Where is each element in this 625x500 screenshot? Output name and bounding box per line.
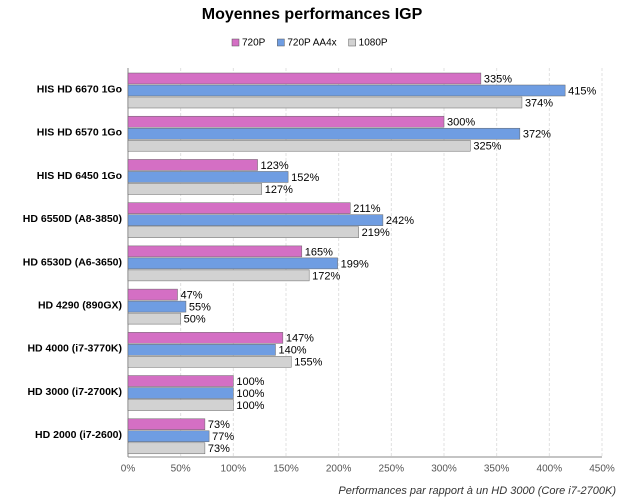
bar bbox=[127, 312, 181, 325]
value-label: 77% bbox=[212, 431, 234, 443]
x-tick-label: 400% bbox=[537, 464, 563, 475]
bar bbox=[127, 387, 234, 399]
chart-title: Moyennes performances IGP bbox=[202, 6, 423, 23]
value-label: 415% bbox=[568, 85, 596, 97]
bar bbox=[127, 332, 284, 344]
y-tick-label: HIS HD 6670 1Go bbox=[37, 83, 122, 95]
x-tick-label: 200% bbox=[326, 464, 352, 475]
bar bbox=[127, 226, 359, 238]
value-label: 374% bbox=[525, 97, 553, 109]
legend-swatch bbox=[348, 38, 356, 47]
value-label: 127% bbox=[265, 184, 293, 196]
value-label: 199% bbox=[341, 258, 369, 270]
bar bbox=[127, 418, 206, 431]
bar bbox=[127, 214, 384, 226]
value-label: 100% bbox=[236, 388, 264, 400]
y-tick-label: HD 6550D (A8-3850) bbox=[23, 213, 122, 225]
value-label: 73% bbox=[208, 443, 230, 455]
x-tick-label: 100% bbox=[221, 464, 247, 475]
legend-label: 720P bbox=[242, 38, 266, 49]
bar bbox=[127, 139, 471, 152]
bar bbox=[127, 300, 187, 313]
value-label: 211% bbox=[353, 203, 381, 215]
x-tick-label: 300% bbox=[431, 464, 457, 475]
bar bbox=[127, 127, 521, 140]
x-tick-label: 50% bbox=[171, 464, 191, 475]
bar bbox=[127, 399, 234, 411]
value-label: 219% bbox=[362, 227, 390, 239]
value-label: 100% bbox=[236, 400, 264, 412]
value-label: 47% bbox=[181, 290, 203, 302]
value-label: 100% bbox=[236, 376, 264, 388]
bar bbox=[127, 288, 178, 301]
x-tick-label: 250% bbox=[379, 464, 405, 475]
bar bbox=[127, 84, 566, 97]
legend-label: 1080P bbox=[359, 38, 388, 49]
bar bbox=[127, 375, 234, 387]
value-label: 140% bbox=[278, 345, 306, 357]
x-axis-label: Performances par rapport à un HD 3000 (C… bbox=[338, 485, 616, 497]
y-tick-label: HIS HD 6450 1Go bbox=[37, 170, 122, 182]
bar bbox=[127, 269, 310, 282]
legend-label: 720P AA4x bbox=[287, 38, 336, 49]
y-tick-label: HD 3000 (i7-2700K) bbox=[27, 386, 122, 398]
value-label: 50% bbox=[184, 314, 206, 326]
bar bbox=[127, 202, 351, 214]
x-tick-label: 350% bbox=[484, 464, 510, 475]
bar bbox=[127, 344, 276, 356]
y-tick-label: HD 4000 (i7-3770K) bbox=[27, 343, 122, 355]
value-label: 73% bbox=[208, 419, 230, 431]
y-tick-label: HD 4290 (890GX) bbox=[38, 300, 122, 312]
value-label: 372% bbox=[523, 129, 551, 141]
y-tick-label: HIS HD 6570 1Go bbox=[37, 127, 122, 139]
bar bbox=[127, 442, 206, 455]
bar bbox=[127, 72, 482, 85]
legend-swatch bbox=[231, 38, 240, 47]
bar bbox=[127, 171, 289, 183]
value-label: 300% bbox=[447, 117, 475, 129]
bar bbox=[127, 356, 292, 368]
value-label: 155% bbox=[294, 357, 322, 369]
y-tick-label: HD 2000 (i7-2600) bbox=[35, 429, 122, 441]
x-tick-label: 150% bbox=[273, 464, 299, 475]
x-tick-label: 0% bbox=[121, 464, 136, 475]
bar bbox=[127, 159, 258, 171]
value-label: 172% bbox=[312, 270, 340, 282]
value-label: 147% bbox=[286, 333, 314, 345]
value-label: 335% bbox=[484, 73, 512, 85]
x-tick-label: 450% bbox=[589, 464, 615, 475]
value-label: 242% bbox=[386, 215, 414, 227]
value-label: 123% bbox=[261, 160, 289, 172]
value-label: 55% bbox=[189, 302, 211, 314]
value-label: 165% bbox=[305, 246, 333, 258]
legend-swatch bbox=[277, 38, 285, 47]
bar bbox=[127, 257, 338, 270]
bar bbox=[127, 115, 445, 128]
value-label: 325% bbox=[473, 141, 501, 153]
y-tick-label: HD 6530D (A6-3650) bbox=[23, 256, 122, 268]
value-label: 152% bbox=[291, 172, 319, 184]
bar bbox=[127, 96, 523, 109]
bar bbox=[127, 430, 210, 443]
bar bbox=[127, 245, 303, 258]
bar bbox=[127, 183, 263, 195]
